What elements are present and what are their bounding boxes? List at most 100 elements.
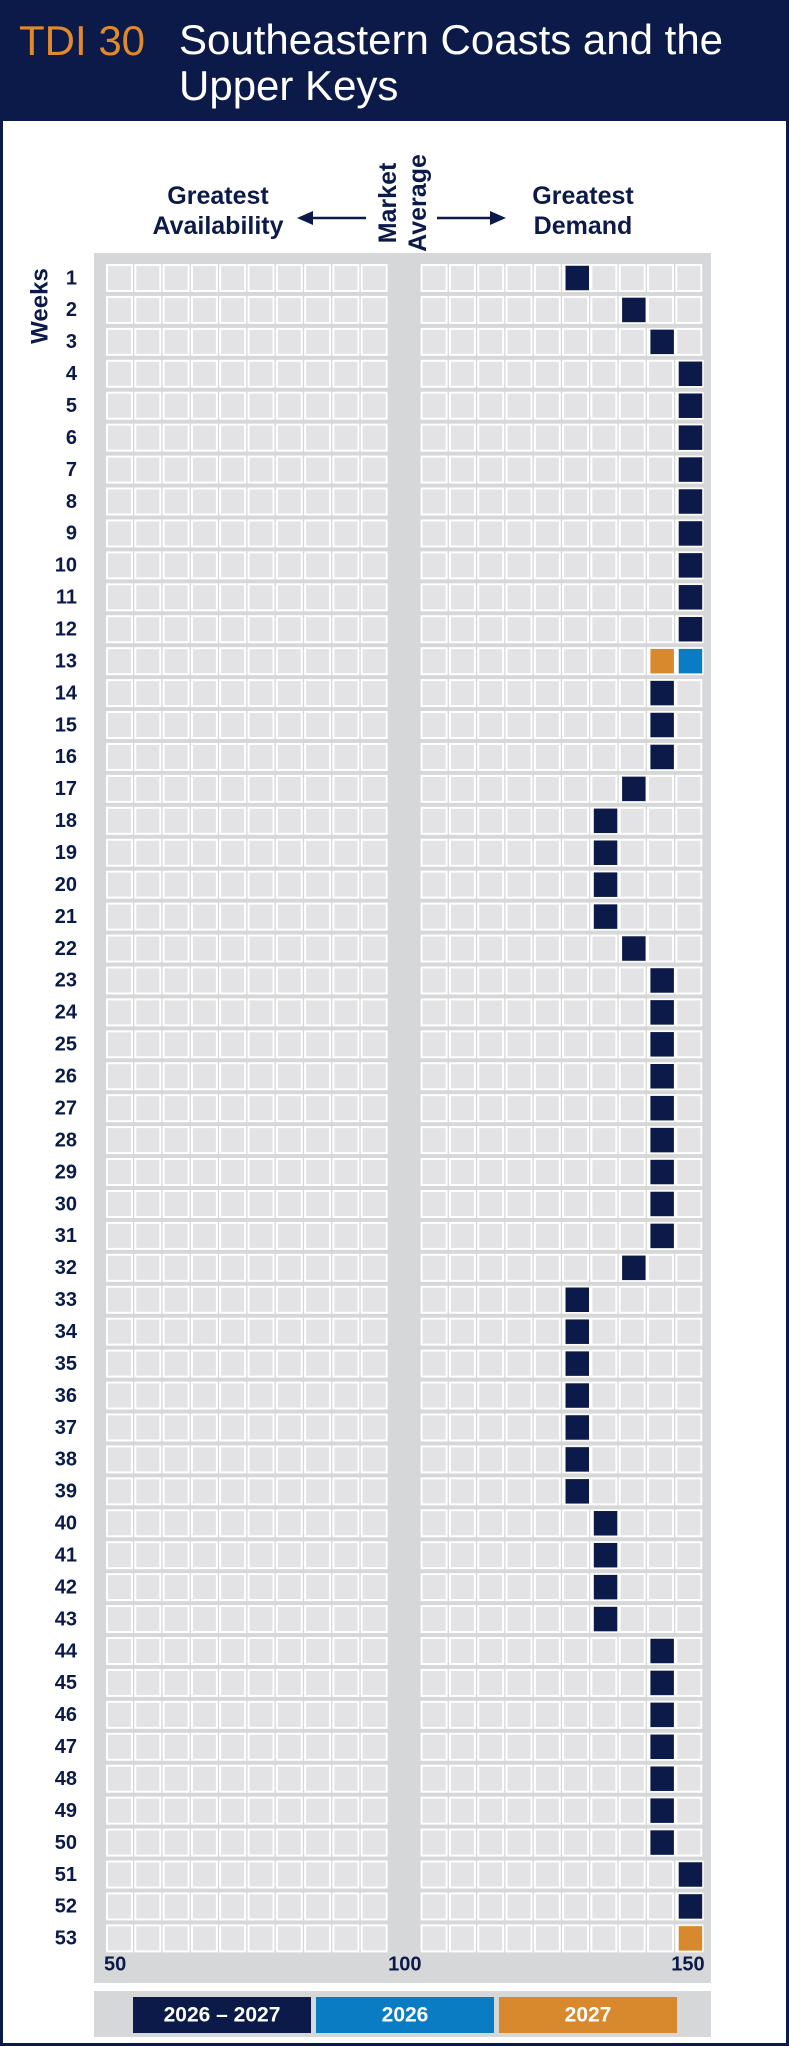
- cell: [247, 423, 275, 452]
- cell: [505, 264, 533, 292]
- cell: [162, 647, 190, 676]
- cell: [360, 1636, 388, 1665]
- cell: [162, 1381, 190, 1410]
- cell: [162, 487, 190, 516]
- legend-label: 2026: [382, 2004, 429, 2027]
- cell: [219, 1285, 247, 1314]
- cell: [332, 295, 360, 324]
- cell: [332, 1764, 360, 1793]
- cell: [134, 966, 162, 995]
- week-label: 42: [55, 1576, 77, 1598]
- cell: [247, 1221, 275, 1250]
- cell: [219, 1924, 247, 1953]
- cell: [647, 1541, 674, 1570]
- cell: [190, 934, 218, 963]
- cell: [162, 519, 190, 548]
- cell: [332, 1828, 360, 1857]
- cell: [618, 391, 646, 420]
- cell: [590, 1030, 618, 1059]
- cell: [533, 327, 561, 356]
- cell: [448, 487, 476, 516]
- cell: [162, 327, 190, 356]
- cell: [647, 1509, 674, 1538]
- cell: [533, 1221, 561, 1250]
- cell: [134, 264, 162, 292]
- cell: [275, 391, 303, 420]
- cell: [275, 902, 303, 931]
- cell: [360, 423, 388, 452]
- cell: [675, 1317, 703, 1346]
- cell: [190, 1445, 218, 1474]
- week-label: 10: [55, 555, 77, 577]
- cell: [247, 806, 275, 835]
- cell: [448, 966, 476, 995]
- cell: [247, 1445, 275, 1474]
- cell: [533, 1700, 561, 1729]
- cell: [647, 774, 674, 803]
- cell: [247, 1349, 275, 1378]
- cell: [162, 742, 190, 771]
- cell: [332, 870, 360, 899]
- cell: [134, 742, 162, 771]
- cell: [275, 934, 303, 963]
- cell: [304, 391, 332, 420]
- cell: [247, 1317, 275, 1346]
- cell: [304, 1860, 332, 1889]
- cell: [420, 711, 448, 740]
- cell: [134, 1892, 162, 1921]
- cell: [533, 806, 561, 835]
- cell: [304, 1573, 332, 1602]
- marker: [648, 1796, 676, 1825]
- cell: [420, 934, 448, 963]
- cell: [647, 519, 674, 548]
- cell: [647, 1317, 674, 1346]
- cell: [420, 1189, 448, 1218]
- cell: [675, 1732, 703, 1761]
- cell: [106, 1413, 133, 1442]
- cell: [190, 1253, 218, 1282]
- arrow-right-head: [490, 211, 506, 225]
- cell: [647, 1349, 674, 1378]
- cell: [332, 1062, 360, 1091]
- cell: [590, 1445, 618, 1474]
- cell: [477, 838, 505, 867]
- cell: [219, 1892, 247, 1921]
- cell: [448, 327, 476, 356]
- cell: [420, 1381, 448, 1410]
- cell: [247, 1253, 275, 1282]
- cell: [675, 679, 703, 708]
- cell: [477, 934, 505, 963]
- cell: [106, 1189, 133, 1218]
- cell: [275, 806, 303, 835]
- cell: [275, 1221, 303, 1250]
- cell: [134, 1828, 162, 1857]
- cell: [360, 1285, 388, 1314]
- cell: [275, 1445, 303, 1474]
- cell: [675, 902, 703, 931]
- week-label: 21: [55, 906, 77, 928]
- cell: [647, 934, 674, 963]
- marker: [648, 998, 676, 1027]
- cell: [304, 615, 332, 644]
- cell: [562, 615, 590, 644]
- cell: [533, 1732, 561, 1761]
- cell: [134, 1317, 162, 1346]
- marker: [648, 743, 676, 771]
- cell: [106, 423, 133, 452]
- cell: [360, 1541, 388, 1570]
- cell: [420, 1892, 448, 1921]
- cell: [505, 934, 533, 963]
- cell: [332, 1732, 360, 1761]
- cell: [190, 1349, 218, 1378]
- cell: [360, 1924, 388, 1953]
- cell: [162, 774, 190, 803]
- cell: [618, 742, 646, 771]
- marker: [648, 966, 676, 995]
- cell: [448, 1860, 476, 1889]
- cell: [420, 1732, 448, 1761]
- cell: [247, 966, 275, 995]
- cell: [360, 902, 388, 931]
- week-label: 17: [55, 778, 77, 800]
- week-label: 18: [55, 810, 77, 832]
- cell: [618, 1189, 646, 1218]
